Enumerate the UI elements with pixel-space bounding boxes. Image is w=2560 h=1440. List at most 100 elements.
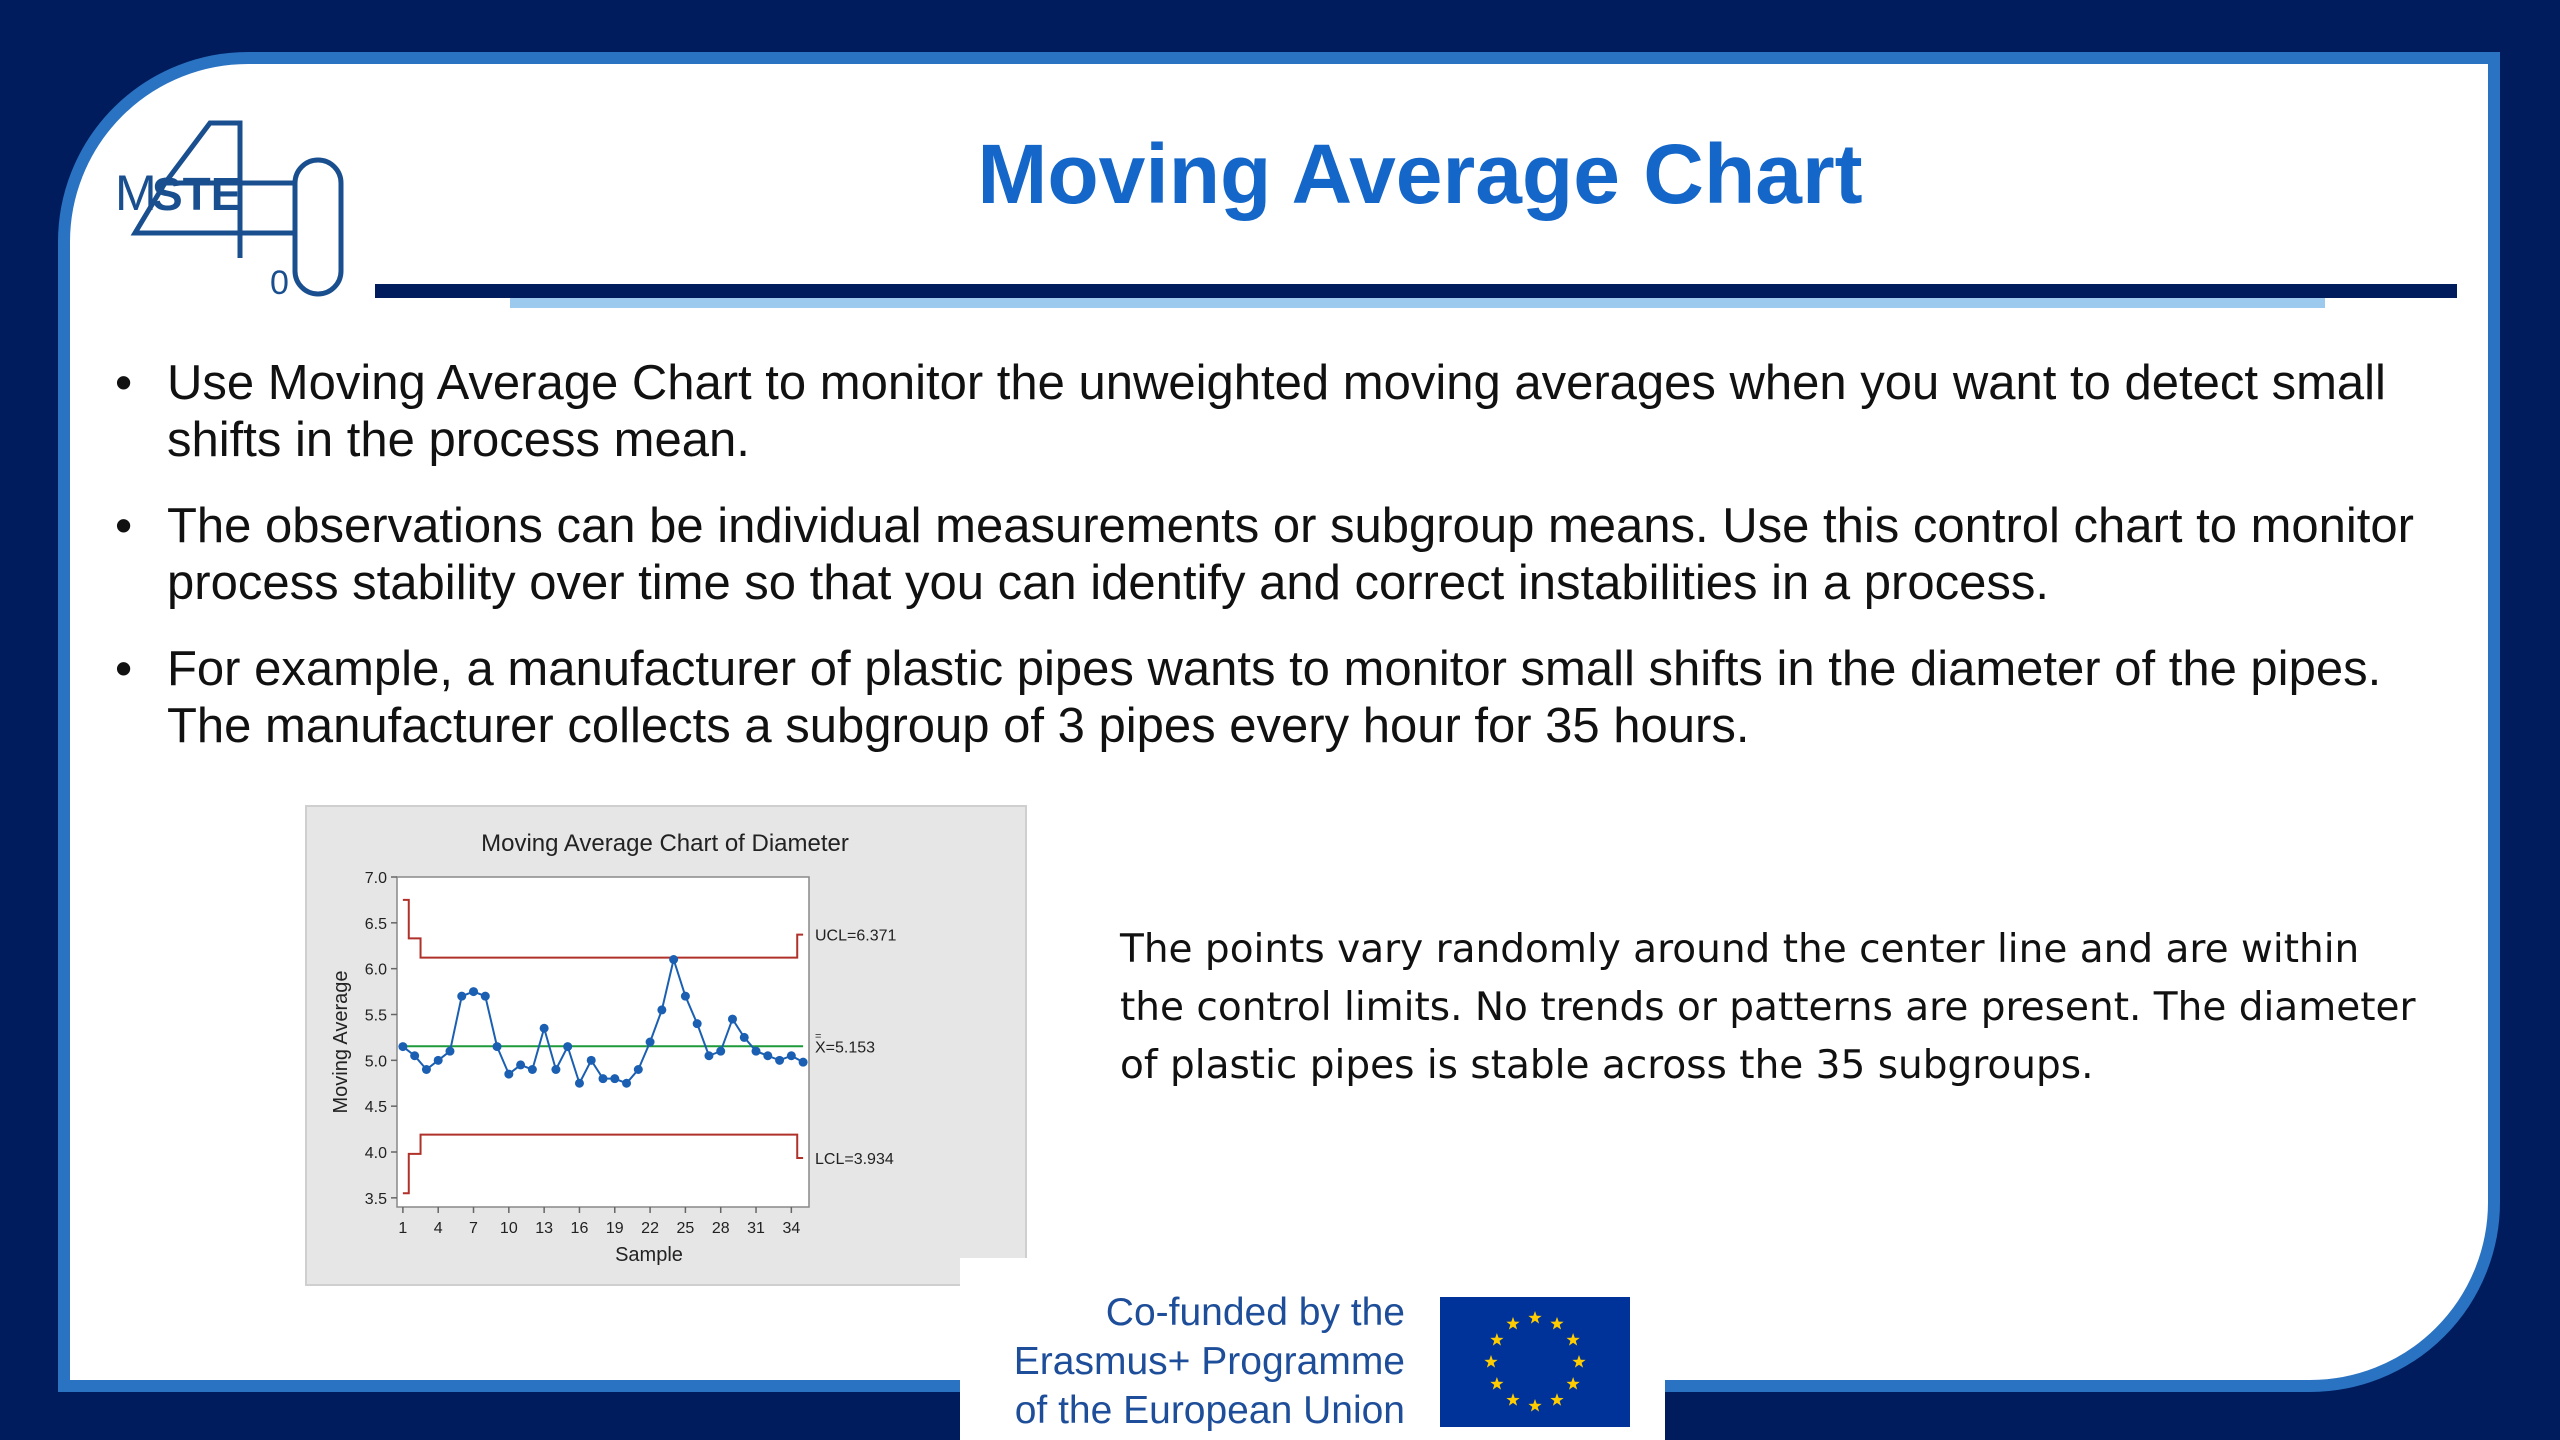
- y-tick-label: 6.5: [365, 916, 387, 933]
- eu-flag-icon: [1440, 1297, 1630, 1427]
- title-rule-dark: [375, 284, 2457, 298]
- eu-star-icon: [1506, 1393, 1520, 1406]
- cofund-line: Erasmus+ Programme: [1013, 1340, 1405, 1383]
- bullet-text: The observations can be individual measu…: [167, 499, 2414, 610]
- y-tick-label: 7.0: [365, 870, 387, 887]
- data-point: [457, 991, 467, 1001]
- data-point: [445, 1046, 455, 1056]
- y-axis-label: Moving Average: [330, 970, 352, 1113]
- data-point: [527, 1065, 537, 1074]
- data-point: [763, 1051, 773, 1061]
- eu-star-icon: [1528, 1311, 1542, 1324]
- eu-star-icon: [1566, 1377, 1580, 1390]
- data-point: [798, 1057, 808, 1067]
- x-tick-label: 10: [500, 1220, 518, 1237]
- x-tick-label: 16: [571, 1220, 589, 1237]
- x-tick-label: 25: [677, 1220, 695, 1237]
- x-tick-label: 4: [434, 1220, 443, 1237]
- eu-star-icon: [1566, 1333, 1580, 1346]
- bullet-marker: •: [115, 499, 133, 553]
- x-tick-label: 28: [712, 1220, 730, 1237]
- moving-average-chart: Moving Average Chart of Diameter 3.5 4.0 4…: [305, 805, 1027, 1286]
- eu-star-icon: [1528, 1399, 1542, 1412]
- x-tick-label: 22: [641, 1220, 659, 1237]
- chart-title: Moving Average Chart of Diameter: [481, 830, 849, 857]
- data-point: [692, 1019, 702, 1029]
- eu-star-icon: [1506, 1316, 1520, 1330]
- bullet-marker: •: [115, 642, 133, 696]
- data-point: [469, 987, 479, 997]
- data-point: [398, 1042, 408, 1052]
- x-axis-label: Sample: [615, 1244, 683, 1266]
- eu-star-icon: [1484, 1355, 1498, 1368]
- y-tick-label: 3.5: [365, 1191, 387, 1208]
- data-point: [598, 1074, 608, 1084]
- eu-star-icon: [1490, 1377, 1504, 1390]
- data-point: [610, 1074, 620, 1084]
- data-point: [727, 1014, 737, 1024]
- y-tick-label: 6.0: [365, 962, 387, 979]
- lcl-line: [402, 1133, 804, 1195]
- slide-title: Moving Average Chart: [977, 127, 1863, 221]
- x-tick-label: 34: [782, 1220, 800, 1237]
- lcl-label: LCL=3.934: [815, 1151, 894, 1168]
- x-tick-label: 19: [606, 1220, 624, 1237]
- data-point: [563, 1042, 573, 1052]
- bullet-item: • Use Moving Average Chart to monitor the…: [110, 355, 2440, 469]
- data-point: [551, 1065, 561, 1074]
- bullet-marker: •: [115, 356, 133, 410]
- bullet-text: Use Moving Average Chart to monitor the …: [167, 356, 2386, 467]
- data-point: [716, 1046, 726, 1056]
- x-tick-label: 7: [469, 1220, 478, 1237]
- data-point: [516, 1060, 526, 1070]
- data-point: [786, 1051, 796, 1061]
- eu-star-icon: [1550, 1316, 1564, 1330]
- data-point: [586, 1055, 596, 1065]
- chart-svg: Moving Average Chart of Diameter 3.5 4.0 4…: [330, 830, 896, 1266]
- plot-area: [396, 876, 810, 1208]
- data-point: [739, 1032, 749, 1042]
- data-point: [421, 1065, 431, 1074]
- x-tick-label: 13: [535, 1220, 553, 1237]
- x-tick-label: 1: [398, 1220, 407, 1237]
- chart-description: The points vary randomly around the cent…: [1120, 927, 2416, 1088]
- data-point: [775, 1055, 785, 1065]
- eu-star-icon: [1550, 1393, 1564, 1406]
- eu-star-icon: [1490, 1333, 1504, 1346]
- bullet-item: • The observations can be individual meas…: [110, 498, 2440, 612]
- cofund-line: Co-funded by the: [1105, 1291, 1405, 1334]
- title-rule-light: [510, 298, 2325, 308]
- data-point: [669, 955, 679, 964]
- data-point: [704, 1051, 714, 1061]
- center-label-bar: =: [815, 1030, 821, 1042]
- data-point: [504, 1069, 514, 1079]
- data-point: [657, 1005, 667, 1015]
- cofund-text: Co-funded by the Erasmus+ Programme of t…: [985, 1288, 1405, 1435]
- data-point: [622, 1078, 632, 1088]
- data-point: [645, 1037, 655, 1047]
- eu-star-icon: [1572, 1355, 1586, 1368]
- data-point: [410, 1051, 420, 1061]
- data-point: [539, 1023, 549, 1033]
- logo-text-m: M: [115, 165, 157, 221]
- logo-text-ste: STE: [152, 168, 241, 220]
- bullet-list: • Use Moving Average Chart to monitor the…: [110, 355, 2440, 784]
- y-tick-label: 4.5: [365, 1099, 387, 1116]
- bullet-item: • For example, a manufacturer of plastic …: [110, 641, 2440, 755]
- data-point: [492, 1042, 502, 1052]
- center-label: X=5.153: [815, 1039, 875, 1056]
- data-point: [574, 1078, 584, 1088]
- y-tick-label: 5.0: [365, 1053, 387, 1070]
- y-tick-label: 5.5: [365, 1008, 387, 1025]
- data-point: [633, 1065, 643, 1074]
- data-point: [680, 991, 690, 1001]
- logo-subscript: 0: [270, 264, 289, 302]
- bullet-text: For example, a manufacturer of plastic p…: [167, 642, 2382, 753]
- mste-logo: M STE 0: [115, 120, 344, 302]
- y-tick-label: 4.0: [365, 1145, 387, 1162]
- data-point: [751, 1046, 761, 1056]
- data-point: [480, 991, 490, 1001]
- cofund-line: of the European Union: [1014, 1389, 1405, 1432]
- ucl-label: UCL=6.371: [815, 928, 896, 945]
- data-point: [433, 1055, 443, 1065]
